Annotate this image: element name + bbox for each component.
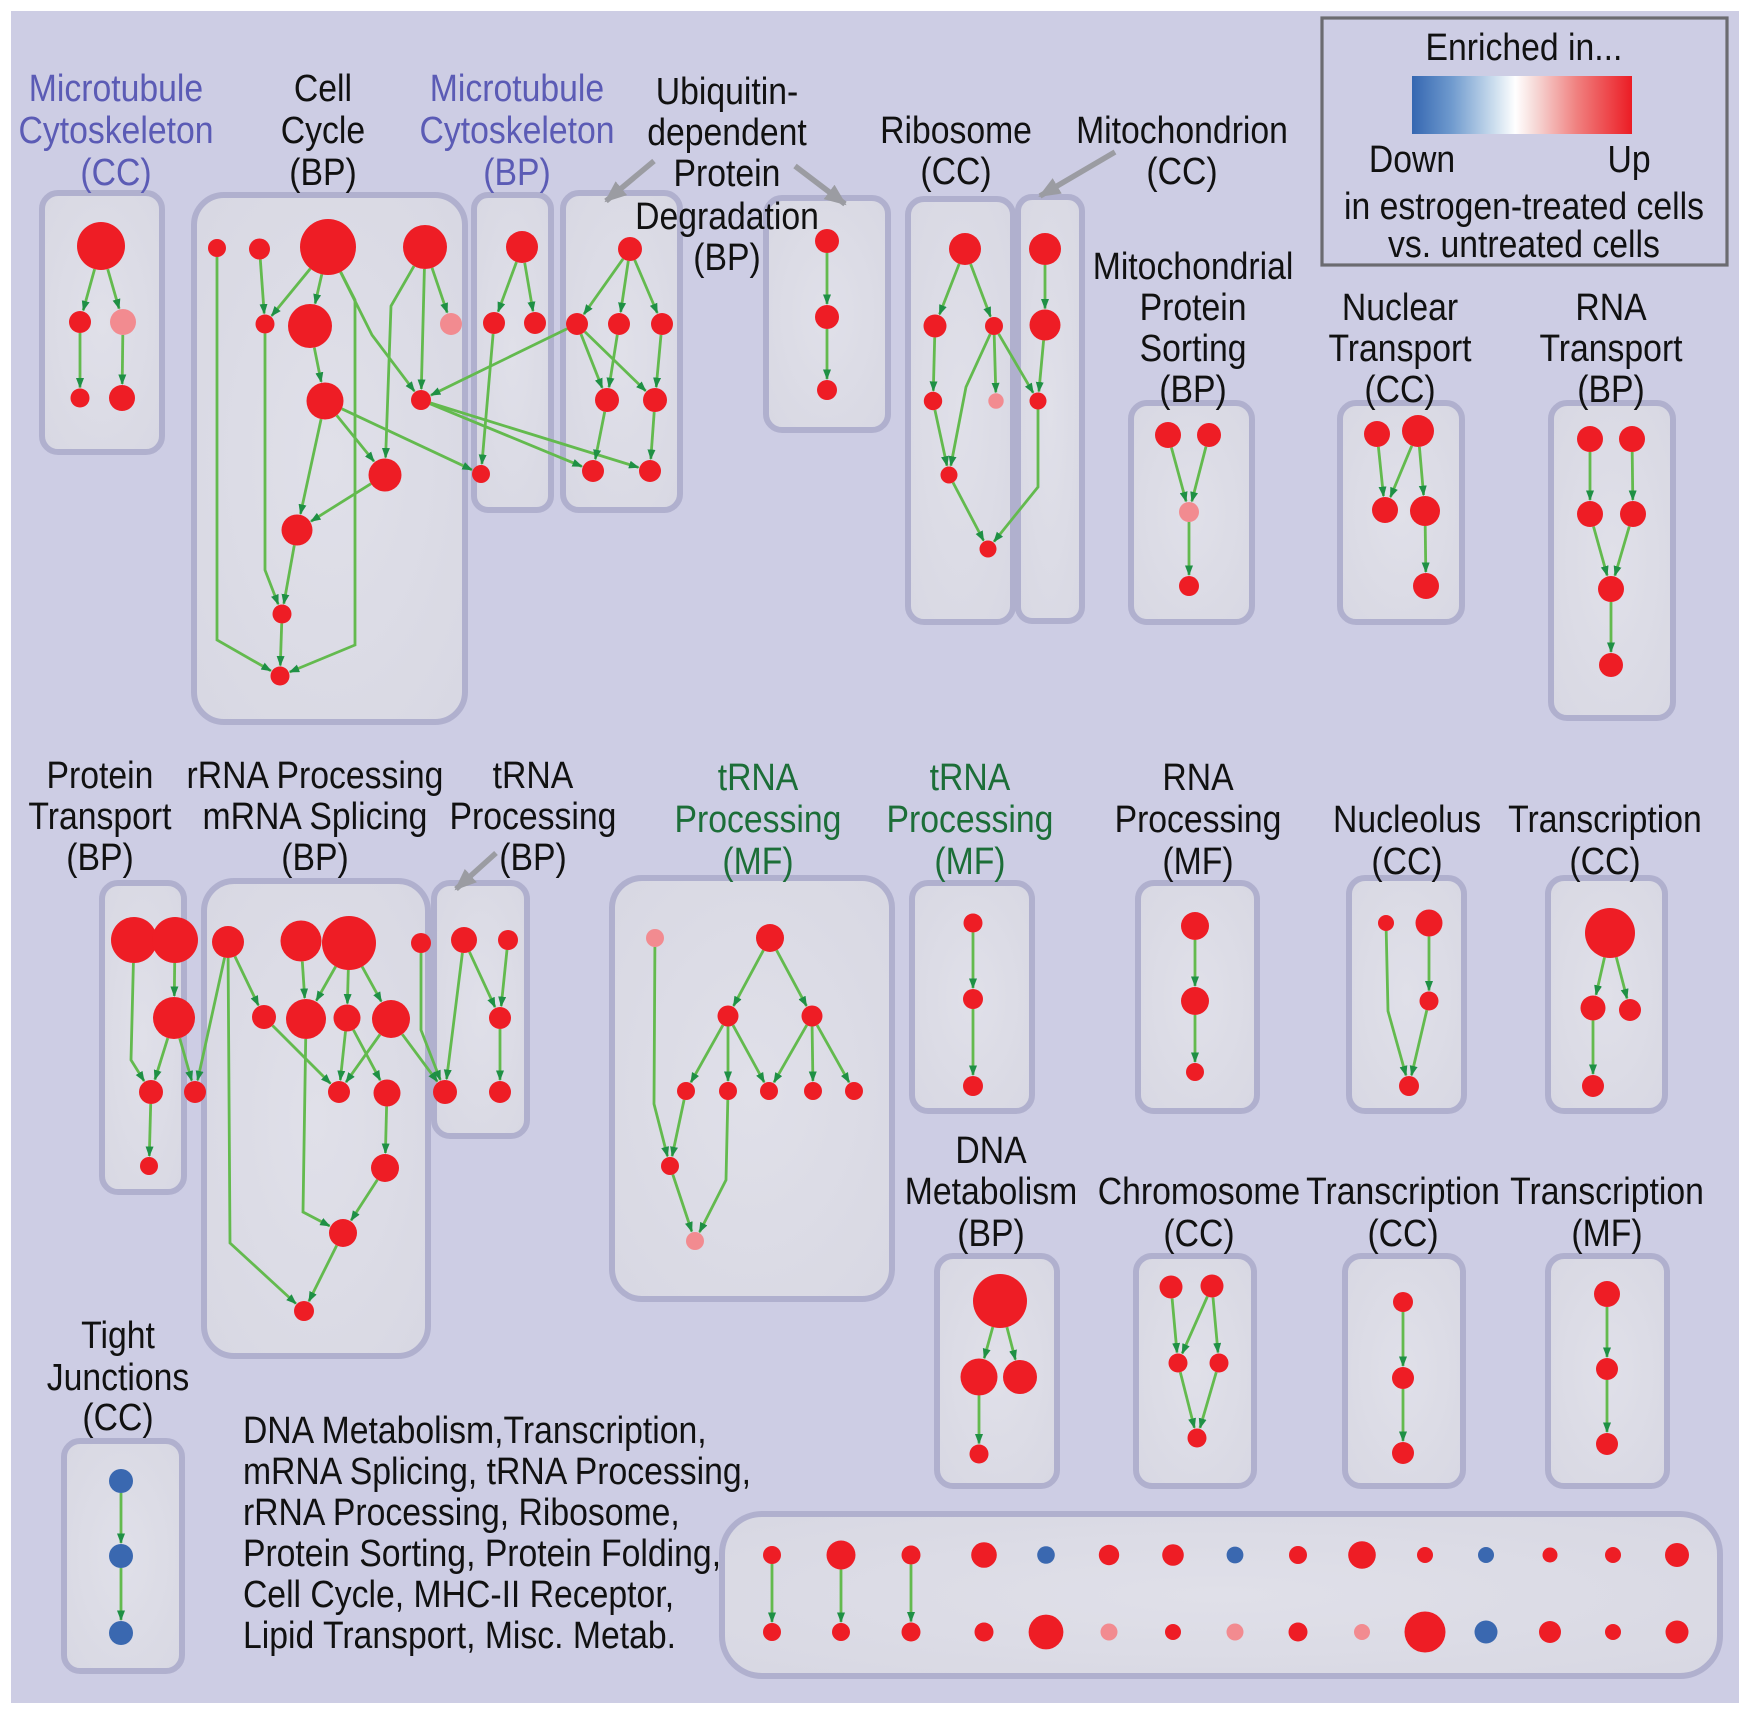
svg-text:(BP): (BP) bbox=[483, 150, 550, 193]
svg-text:Protein: Protein bbox=[47, 753, 154, 796]
svg-text:Chromosome: Chromosome bbox=[1098, 1169, 1300, 1212]
svg-text:(BP): (BP) bbox=[289, 150, 356, 193]
svg-text:tRNA: tRNA bbox=[930, 755, 1011, 798]
svg-text:Transcription: Transcription bbox=[1508, 797, 1702, 840]
svg-text:Transport: Transport bbox=[1539, 326, 1682, 369]
svg-text:(MF): (MF) bbox=[722, 839, 793, 882]
svg-text:(BP): (BP) bbox=[66, 835, 133, 878]
svg-text:(BP): (BP) bbox=[1159, 367, 1226, 410]
svg-text:DNA: DNA bbox=[955, 1128, 1026, 1171]
svg-text:Protein: Protein bbox=[674, 151, 781, 194]
svg-text:Metabolism: Metabolism bbox=[905, 1169, 1077, 1212]
svg-text:in estrogen-treated cells: in estrogen-treated cells bbox=[1344, 184, 1704, 227]
svg-text:(CC): (CC) bbox=[1367, 1211, 1438, 1254]
svg-text:rRNA Processing, Ribosome,: rRNA Processing, Ribosome, bbox=[243, 1490, 680, 1533]
svg-text:DNA Metabolism,Transcription,: DNA Metabolism,Transcription, bbox=[243, 1408, 707, 1451]
svg-text:(BP): (BP) bbox=[693, 235, 760, 278]
svg-text:(CC): (CC) bbox=[82, 1395, 153, 1438]
svg-text:Mitochondrion: Mitochondrion bbox=[1076, 108, 1288, 151]
svg-text:Processing: Processing bbox=[1115, 797, 1282, 840]
svg-text:Protein Sorting, Protein Foldi: Protein Sorting, Protein Folding, bbox=[243, 1531, 721, 1574]
svg-text:(CC): (CC) bbox=[920, 149, 991, 192]
svg-text:Junctions: Junctions bbox=[47, 1355, 190, 1398]
svg-text:rRNA Processing: rRNA Processing bbox=[187, 753, 444, 796]
svg-text:Nuclear: Nuclear bbox=[1342, 285, 1458, 328]
svg-text:(CC): (CC) bbox=[1364, 367, 1435, 410]
svg-text:Sorting: Sorting bbox=[1140, 326, 1247, 369]
svg-text:Tight: Tight bbox=[81, 1313, 155, 1356]
svg-text:(CC): (CC) bbox=[1569, 839, 1640, 882]
svg-text:(MF): (MF) bbox=[1162, 839, 1233, 882]
svg-text:RNA: RNA bbox=[1162, 755, 1233, 798]
svg-text:Transport: Transport bbox=[1328, 326, 1471, 369]
svg-text:tRNA: tRNA bbox=[718, 755, 799, 798]
svg-text:Microtubule: Microtubule bbox=[29, 66, 203, 109]
svg-text:Microtubule: Microtubule bbox=[430, 66, 604, 109]
svg-text:(CC): (CC) bbox=[1163, 1211, 1234, 1254]
svg-text:Transcription: Transcription bbox=[1510, 1169, 1704, 1212]
svg-text:(MF): (MF) bbox=[1571, 1211, 1642, 1254]
svg-text:Ribosome: Ribosome bbox=[880, 108, 1032, 151]
svg-text:(CC): (CC) bbox=[1146, 149, 1217, 192]
svg-text:Up: Up bbox=[1607, 137, 1650, 180]
svg-text:(CC): (CC) bbox=[80, 150, 151, 193]
svg-text:Processing: Processing bbox=[887, 797, 1054, 840]
svg-text:Cytoskeleton: Cytoskeleton bbox=[18, 108, 213, 151]
svg-text:Cytoskeleton: Cytoskeleton bbox=[419, 108, 614, 151]
svg-text:vs. untreated cells: vs. untreated cells bbox=[1388, 222, 1660, 265]
svg-text:Cell Cycle, MHC-II Receptor,: Cell Cycle, MHC-II Receptor, bbox=[243, 1572, 674, 1615]
svg-text:Degradation: Degradation bbox=[635, 194, 819, 237]
svg-text:tRNA: tRNA bbox=[493, 753, 574, 796]
svg-text:Cycle: Cycle bbox=[281, 108, 365, 151]
svg-text:Nucleolus: Nucleolus bbox=[1333, 797, 1481, 840]
svg-text:(MF): (MF) bbox=[934, 839, 1005, 882]
svg-text:dependent: dependent bbox=[647, 110, 806, 153]
svg-text:Processing: Processing bbox=[450, 794, 617, 837]
svg-text:mRNA Splicing: mRNA Splicing bbox=[202, 794, 427, 837]
svg-text:RNA: RNA bbox=[1575, 285, 1646, 328]
svg-text:(BP): (BP) bbox=[499, 835, 566, 878]
svg-text:Transport: Transport bbox=[28, 794, 171, 837]
svg-text:Protein: Protein bbox=[1140, 285, 1247, 328]
svg-text:Lipid Transport, Misc. Metab.: Lipid Transport, Misc. Metab. bbox=[243, 1613, 676, 1656]
svg-text:Transcription: Transcription bbox=[1306, 1169, 1500, 1212]
svg-text:Ubiquitin-: Ubiquitin- bbox=[656, 69, 798, 112]
svg-text:Down: Down bbox=[1369, 137, 1455, 180]
svg-text:mRNA Splicing, tRNA Processing: mRNA Splicing, tRNA Processing, bbox=[243, 1449, 751, 1492]
svg-text:Enriched in...: Enriched in... bbox=[1426, 25, 1623, 68]
svg-text:(BP): (BP) bbox=[281, 835, 348, 878]
svg-text:Processing: Processing bbox=[675, 797, 842, 840]
svg-text:(BP): (BP) bbox=[957, 1211, 1024, 1254]
svg-text:Cell: Cell bbox=[294, 66, 352, 109]
svg-text:(BP): (BP) bbox=[1577, 367, 1644, 410]
svg-text:(CC): (CC) bbox=[1371, 839, 1442, 882]
svg-text:Mitochondrial: Mitochondrial bbox=[1093, 244, 1294, 287]
